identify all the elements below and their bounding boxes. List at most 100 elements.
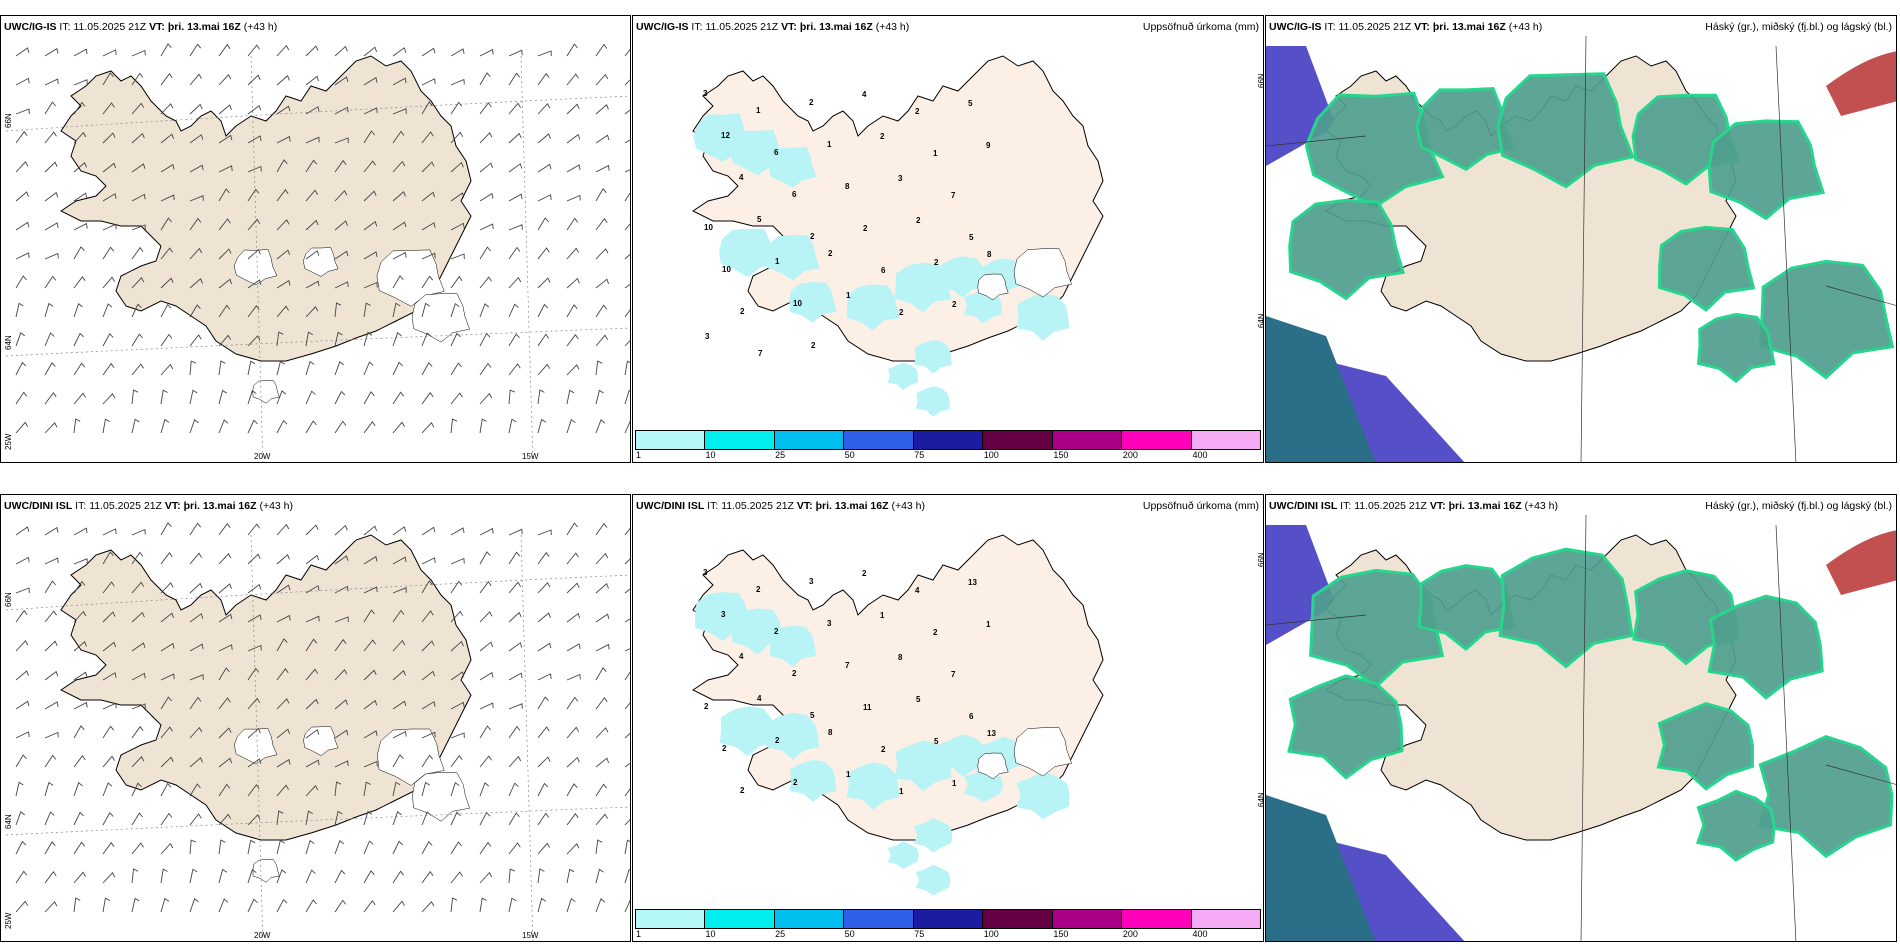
wind-barb bbox=[218, 783, 231, 797]
wind-barb bbox=[595, 304, 608, 318]
low-cloud-area bbox=[1656, 702, 1755, 791]
precip-value-label: 1 bbox=[756, 106, 761, 115]
wind-barb bbox=[421, 557, 436, 565]
low-cloud-area bbox=[1757, 734, 1894, 859]
wind-barb bbox=[595, 552, 609, 565]
wind-barb bbox=[189, 389, 198, 405]
wind-barb bbox=[537, 842, 551, 855]
colorbar-segment bbox=[636, 910, 706, 928]
wind-barb bbox=[537, 812, 550, 826]
wind-barb bbox=[537, 363, 551, 376]
wind-barb bbox=[218, 667, 230, 681]
lon-label-25w: 25W bbox=[4, 433, 13, 450]
wind-barb bbox=[508, 782, 519, 797]
wind-barb bbox=[334, 729, 349, 739]
wind-barb bbox=[160, 726, 173, 739]
wind-barb bbox=[189, 334, 202, 347]
precip-value-label: 10 bbox=[793, 299, 802, 308]
wind-barb bbox=[305, 524, 319, 536]
wind-barb bbox=[334, 281, 349, 289]
colorbar-tick-label: 200 bbox=[1122, 929, 1138, 939]
glacier-area bbox=[411, 293, 470, 343]
wind-barb bbox=[624, 223, 630, 231]
wind-barb bbox=[44, 901, 58, 913]
colorbar-tick-label: 75 bbox=[914, 450, 925, 460]
wind-barb bbox=[131, 672, 146, 681]
wind-barb bbox=[102, 725, 115, 739]
precip-area bbox=[915, 864, 951, 896]
wind-barb bbox=[218, 727, 232, 739]
wind-barb bbox=[421, 811, 432, 826]
wind-barb bbox=[160, 673, 175, 681]
wind-barb bbox=[479, 246, 491, 260]
wind-barb bbox=[73, 246, 85, 260]
wind-barb bbox=[189, 134, 204, 144]
wind-barb bbox=[73, 303, 83, 318]
precip-value-label: 1 bbox=[986, 620, 991, 629]
lat-label-66n: 66N bbox=[4, 113, 13, 128]
precip-value-label: 5 bbox=[968, 99, 973, 108]
wind-barb bbox=[537, 696, 549, 710]
wind-barb bbox=[131, 333, 143, 347]
precip-area bbox=[789, 282, 837, 323]
cloud-map-panel-top: UWC/IG-IS IT: 11.05.2025 21Z VT: þri. 13… bbox=[1265, 15, 1897, 463]
precip-value-label: 3 bbox=[721, 610, 726, 619]
wind-barb bbox=[276, 331, 284, 347]
wind-barb bbox=[595, 697, 608, 710]
wind-barb bbox=[160, 303, 172, 318]
wind-barb bbox=[566, 756, 580, 768]
wind-barb bbox=[363, 361, 374, 376]
wind-barb bbox=[189, 278, 203, 289]
wind-barb bbox=[392, 108, 407, 115]
precip-value-label: 3 bbox=[703, 568, 708, 577]
wind-barb bbox=[624, 818, 630, 826]
wind-barb bbox=[73, 418, 81, 434]
wind-barb bbox=[189, 217, 202, 231]
wind-barb bbox=[276, 839, 285, 855]
precip-value-label: 10 bbox=[704, 223, 713, 232]
wind-barb bbox=[508, 303, 519, 318]
wind-barb bbox=[218, 757, 233, 768]
wind-barb bbox=[305, 219, 319, 231]
wind-barb bbox=[247, 644, 262, 652]
wind-barb bbox=[479, 303, 490, 318]
wind-barb bbox=[334, 106, 349, 115]
precip-value-label: 2 bbox=[915, 107, 920, 116]
wind-barb bbox=[73, 48, 88, 57]
precip-value-label: 7 bbox=[951, 191, 956, 200]
wind-barb bbox=[508, 703, 523, 710]
wind-barb bbox=[450, 253, 465, 260]
wind-barb bbox=[44, 871, 57, 884]
wind-barb bbox=[595, 334, 608, 347]
panel-title: UWC/IG-IS IT: 11.05.2025 21Z VT: þri. 13… bbox=[4, 21, 278, 33]
wind-barb bbox=[392, 556, 407, 565]
wind-barb bbox=[218, 644, 233, 652]
panel-title: UWC/DINI ISL IT: 11.05.2025 21Z VT: þri.… bbox=[1269, 500, 1559, 512]
wind-barb bbox=[392, 526, 407, 536]
precip-map: 3124251261219468371052225101262821012237… bbox=[692, 55, 1104, 417]
wind-barb bbox=[44, 526, 59, 536]
graticule bbox=[5, 55, 630, 462]
wind-barb bbox=[15, 526, 30, 536]
wind-barb bbox=[160, 333, 173, 347]
wind-barb bbox=[363, 870, 375, 884]
wind-barb bbox=[363, 130, 375, 144]
wind-barb bbox=[247, 697, 261, 710]
colorbar-tick-label: 1 bbox=[636, 929, 642, 939]
precip-area bbox=[913, 818, 953, 853]
wind-barb bbox=[479, 611, 493, 623]
precip-value-label: 2 bbox=[811, 341, 816, 350]
colorbar-segment bbox=[1191, 431, 1260, 449]
glacier-area bbox=[233, 249, 278, 286]
wind-barb bbox=[595, 643, 610, 652]
colorbar-tick-label: 400 bbox=[1192, 450, 1208, 460]
wind-barb bbox=[102, 223, 117, 231]
wind-barb bbox=[566, 813, 579, 826]
wind-barb bbox=[73, 811, 84, 826]
high-cloud-red-area bbox=[1826, 530, 1896, 595]
wind-barb bbox=[392, 639, 406, 652]
wind-barb bbox=[73, 701, 88, 710]
wind-barb bbox=[160, 612, 175, 623]
wind-barb bbox=[508, 528, 523, 536]
wind-barb bbox=[595, 188, 607, 202]
